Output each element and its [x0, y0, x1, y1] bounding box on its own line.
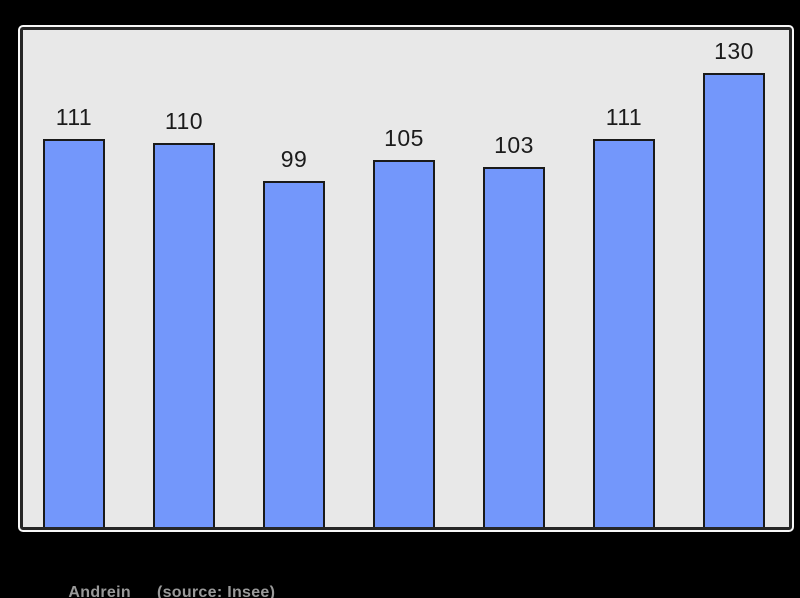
bar [483, 167, 545, 527]
commune-name: Andrein [68, 584, 131, 598]
bar-group: 111 [43, 103, 105, 527]
chart-caption: Andrein (source: Insee) [50, 566, 275, 598]
bar [43, 139, 105, 527]
bar-value-label: 130 [714, 37, 754, 64]
source-note: (source: Insee) [156, 584, 276, 598]
bar-value-label: 99 [280, 145, 308, 172]
bar-group: 105 [373, 124, 435, 527]
bar-value-label: 110 [164, 107, 204, 134]
bar-group: 110 [153, 107, 215, 527]
bar-value-label: 105 [384, 124, 424, 151]
bar [373, 160, 435, 527]
bar [593, 139, 655, 527]
bar-chart-panel: 111 110 99 105 103 111 [18, 25, 794, 532]
bar [703, 73, 765, 527]
bar [153, 143, 215, 527]
bar-group: 99 [263, 145, 325, 527]
bar-value-label: 111 [55, 103, 93, 130]
bar-value-label: 111 [605, 103, 643, 130]
bar-group: 103 [483, 131, 545, 527]
bar-value-label: 103 [494, 131, 534, 158]
bar-group: 111 [593, 103, 655, 527]
bar-group: 130 [703, 37, 765, 527]
bars-container: 111 110 99 105 103 111 [23, 30, 789, 527]
bar [263, 181, 325, 527]
